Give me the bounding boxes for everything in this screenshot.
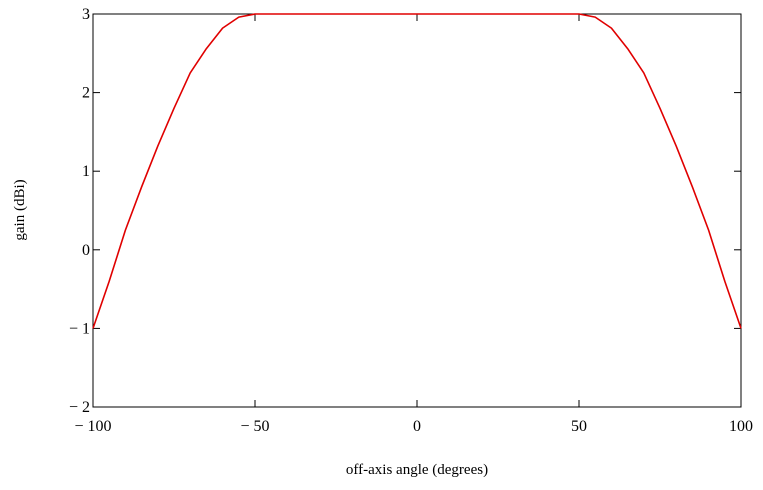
x-axis-title: off-axis angle (degrees) (346, 462, 488, 478)
y-axis: − 2 − 1 0 1 2 3 (69, 6, 741, 416)
x-tick-label: 100 (729, 418, 753, 435)
y-tick-label: 0 (82, 242, 90, 259)
x-axis: − 100 − 50 0 50 100 (74, 14, 753, 435)
series-line (92, 13, 742, 329)
series-layer (92, 13, 742, 329)
x-tick-label: − 100 (74, 418, 111, 435)
y-tick-label: 3 (82, 6, 90, 23)
x-tick-label: 50 (571, 418, 587, 435)
x-tick-label: − 50 (240, 418, 269, 435)
y-tick-label: − 1 (69, 320, 90, 337)
x-tick-label: 0 (413, 418, 421, 435)
y-tick-label: 1 (82, 163, 90, 180)
y-tick-label: 2 (82, 85, 90, 102)
y-tick-label: − 2 (69, 399, 90, 416)
y-axis-title: gain (dBi) (12, 179, 28, 240)
